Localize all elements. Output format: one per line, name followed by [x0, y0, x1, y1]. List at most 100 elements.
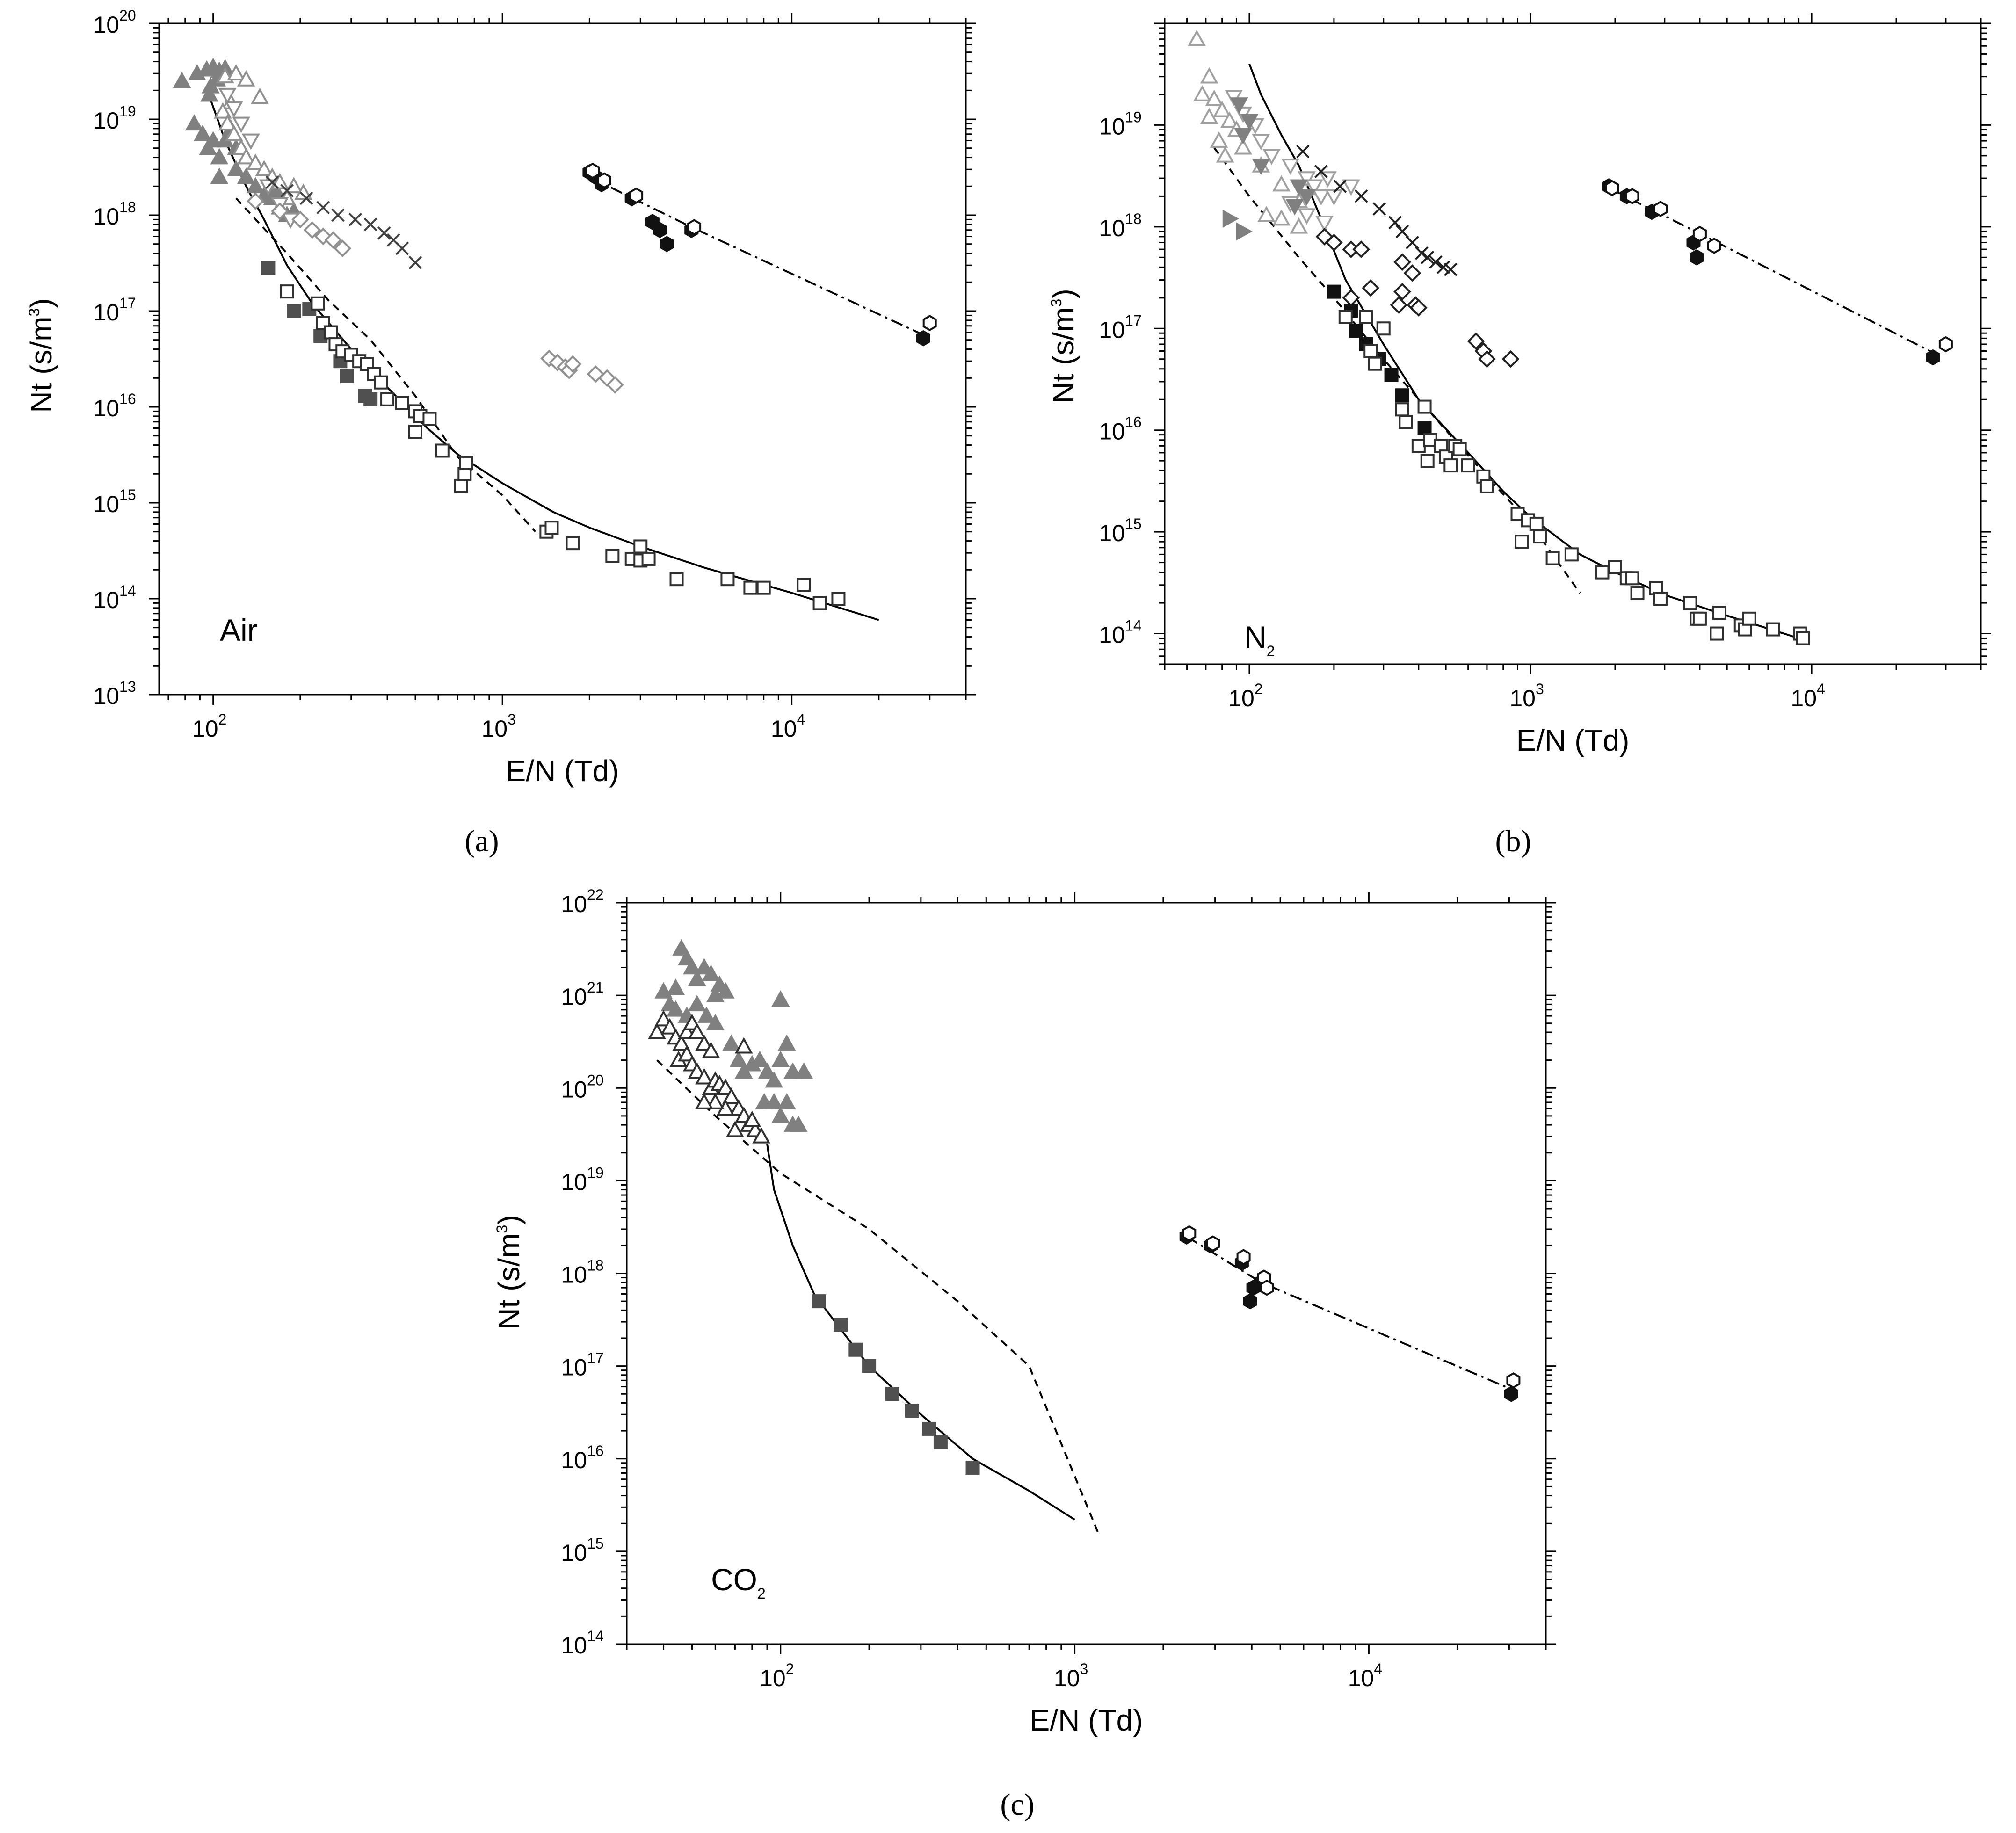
y-tick-label: 1015 — [93, 486, 136, 517]
data-point-triangle-up — [246, 153, 265, 170]
tick-marks — [1154, 13, 1991, 674]
series-triangle-down — [1225, 90, 1360, 232]
data-point-triangle-up — [654, 1010, 673, 1027]
fit-line-dashed — [235, 197, 537, 533]
data-point-cross — [1296, 145, 1310, 159]
chart-panel-c: 102 103 104 1014 1015 1016 1017 1018 1019 1020 102… — [492, 886, 1556, 1822]
data-point-hexagon — [1690, 249, 1704, 266]
data-point-triangle-up — [771, 990, 790, 1007]
data-point-hexagon-open — [1605, 180, 1619, 196]
y-tick-label: 1015 — [561, 1535, 603, 1566]
data-point-cross — [299, 191, 313, 205]
data-point-triangle-up — [706, 1093, 725, 1109]
x-axis-title: E/N (Td) — [1516, 724, 1630, 757]
data-point-triangle-down — [1298, 171, 1316, 188]
data-point-triangle-up — [237, 148, 255, 165]
data-point-square — [834, 1318, 848, 1332]
data-point-square — [965, 1460, 980, 1475]
data-point-hexagon-open — [1625, 188, 1639, 204]
chart-panel-a: 102 103 104 1013 1014 1015 1016 1017 1018 1019 102… — [24, 7, 976, 858]
data-point-square — [812, 596, 827, 610]
data-point-triangle-up — [1205, 89, 1224, 106]
data-point-diamond — [1478, 350, 1496, 368]
data-point-diamond — [1403, 264, 1421, 282]
data-point-triangle-up — [758, 1062, 776, 1079]
data-point-square — [812, 1294, 826, 1309]
data-point-square — [1349, 324, 1363, 338]
y-tick-label: 1014 — [93, 582, 136, 613]
chart-panel-b: 102 103 104 1014 1015 1016 1017 1018 1019 E/N (Td… — [1046, 13, 1991, 858]
data-point-square — [1710, 626, 1724, 641]
x-tick-label: 103 — [1509, 681, 1544, 711]
data-point-triangle-down — [1298, 189, 1316, 206]
data-point-triangle-down — [1342, 179, 1360, 196]
data-point-cross — [331, 208, 345, 222]
data-point-square — [380, 392, 395, 406]
data-point-triangle-up — [751, 1051, 769, 1067]
fit-line-solid — [210, 99, 879, 621]
data-point-square — [340, 369, 354, 383]
data-point-triangle-up — [255, 160, 274, 176]
data-point-triangle-up — [267, 181, 285, 198]
data-point-square — [922, 1421, 936, 1436]
series-hexagon-open — [1605, 180, 1953, 353]
data-point-triangle-up — [246, 177, 265, 194]
data-point-square — [261, 261, 276, 275]
data-point-triangle-down — [225, 101, 243, 118]
plot-frame — [626, 902, 1547, 1645]
data-point-triangle-up — [667, 1000, 685, 1017]
data-point-hexagon-open — [597, 172, 611, 189]
data-point-square — [633, 539, 648, 554]
data-point-hexagon-open — [1938, 336, 1953, 353]
fit-line-solid — [766, 1144, 1075, 1521]
data-point-triangle-down — [241, 133, 260, 150]
y-tick-label: 1014 — [561, 1628, 603, 1659]
data-point-square — [1692, 611, 1707, 626]
data-point-triangle-down — [1290, 179, 1308, 196]
x-tick-label: 104 — [1791, 681, 1825, 711]
data-point-cross — [316, 201, 330, 215]
data-point-square — [1420, 454, 1435, 468]
series-hexagon-open — [586, 162, 937, 331]
data-point-cross — [1414, 246, 1429, 260]
data-point-cross — [1372, 202, 1386, 216]
y-tick-label: 1016 — [93, 391, 136, 421]
fit-line-dashed — [656, 1059, 1099, 1533]
x-tick-label: 104 — [1348, 1660, 1382, 1691]
data-point-cross — [363, 217, 377, 232]
data-point-triangle-up — [725, 1121, 744, 1137]
data-point-square — [1338, 310, 1353, 324]
data-point-cross — [1443, 262, 1458, 276]
data-point-triangle-down — [1312, 189, 1330, 206]
series-cross — [265, 175, 422, 269]
data-point-square — [797, 578, 811, 592]
y-tick-label: 1018 — [1099, 210, 1141, 241]
data-point-hexagon-open — [1260, 1279, 1274, 1296]
x-tick-label: 102 — [192, 711, 226, 742]
data-point-diamond — [606, 376, 624, 394]
y-tick-label: 1019 — [1099, 109, 1141, 139]
series-triangle-down — [1230, 97, 1316, 216]
data-point-triangle-up — [771, 1051, 790, 1067]
data-point-cross — [1333, 179, 1347, 193]
data-point-cross — [1421, 250, 1435, 264]
data-point-triangle-up — [752, 1127, 771, 1144]
data-point-hexagon-open — [1692, 225, 1707, 242]
y-tick-label: 1019 — [561, 1164, 603, 1195]
data-point-triangle-up — [225, 124, 243, 141]
data-point-hexagon-open — [1206, 1235, 1220, 1252]
data-point-triangle-up — [1210, 131, 1228, 148]
data-point-triangle-down — [218, 87, 237, 104]
data-point-cross — [395, 241, 409, 255]
panel-caption: (c) — [1000, 1788, 1034, 1822]
data-point-triangle-up — [1220, 111, 1239, 128]
data-point-square — [324, 325, 338, 340]
plot-frame — [1164, 22, 1982, 665]
data-point-square — [395, 396, 409, 410]
data-point-triangle-up — [722, 1087, 740, 1104]
data-point-square — [408, 425, 422, 439]
data-point-cross — [1388, 216, 1402, 230]
data-point-square — [1683, 596, 1697, 610]
fit-line-solid — [1248, 63, 1799, 639]
data-point-triangle-down — [1319, 171, 1337, 188]
